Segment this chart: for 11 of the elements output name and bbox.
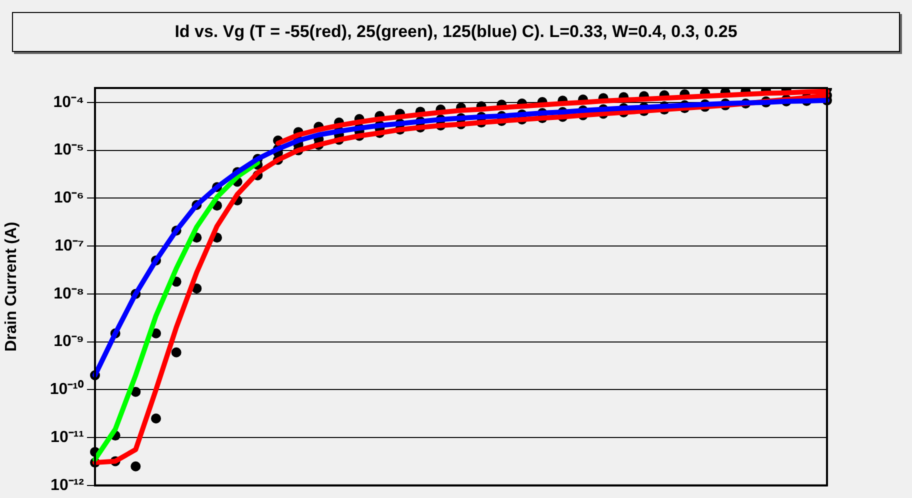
y-tick-label: 10⁻⁹ xyxy=(54,333,84,350)
y-tick-label: 10⁻¹⁰ xyxy=(50,380,84,398)
y-tick-label: 10⁻⁷ xyxy=(54,237,84,254)
y-tick-label: 10⁻⁵ xyxy=(54,142,84,159)
y-tick-label: 10⁻⁸ xyxy=(54,285,84,302)
y-axis-title: Drain Current (A) xyxy=(3,222,20,352)
y-tick-label: 10⁻⁶ xyxy=(54,190,84,207)
chart-title: Id vs. Vg (T = -55(red), 25(green), 125(blue) C). L=0.33, W=0.4, 0.3, 0.25 xyxy=(12,12,900,52)
y-tick-label: 10⁻¹¹ xyxy=(50,428,84,446)
y-tick-label: 10⁻⁴ xyxy=(53,94,84,111)
y-tick-label: 10⁻¹² xyxy=(50,476,84,494)
